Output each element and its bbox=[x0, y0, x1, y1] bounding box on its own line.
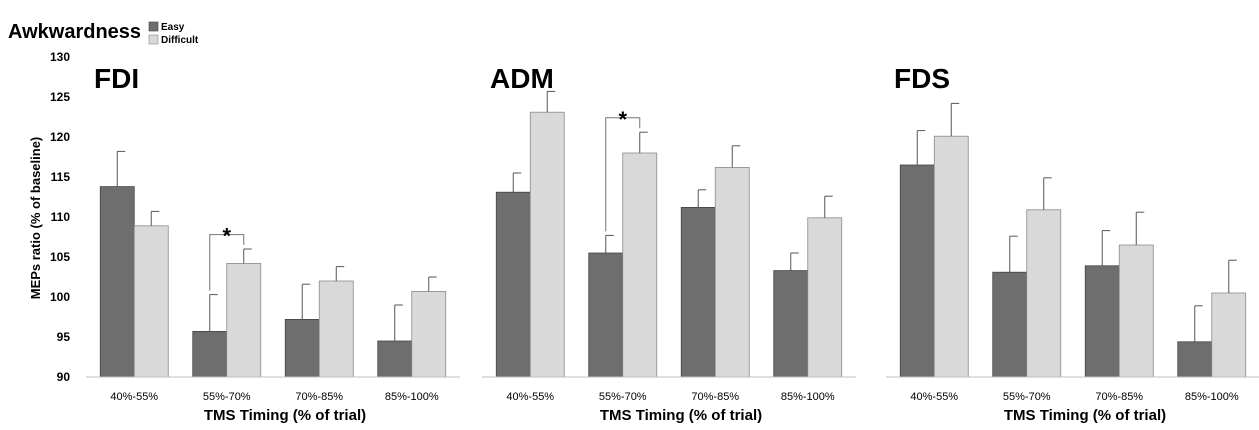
bar-fdi-easy-1 bbox=[99, 186, 135, 378]
bar-fdi-difficult-1 bbox=[133, 225, 169, 378]
bar-fds-easy-4 bbox=[1177, 341, 1213, 378]
x-tick-label: 85%-100% bbox=[385, 391, 439, 403]
bar-fds-difficult-1 bbox=[933, 135, 969, 378]
bar-adm-difficult-1 bbox=[529, 111, 565, 378]
panel-title-fdi: FDI bbox=[94, 63, 139, 94]
bar-fds-easy-3 bbox=[1084, 265, 1120, 378]
x-tick-label: 85%-100% bbox=[781, 391, 835, 403]
x-tick-label: 55%-70% bbox=[599, 391, 647, 403]
bar-adm-easy-3 bbox=[680, 206, 716, 378]
x-tick-label: 40%-55% bbox=[506, 391, 554, 403]
y-tick-label: 125 bbox=[50, 90, 70, 104]
y-tick-label: 115 bbox=[51, 170, 71, 184]
bar-fdi-easy-2 bbox=[192, 330, 228, 378]
bar-adm-difficult-3 bbox=[714, 166, 750, 378]
x-axis-label: TMS Timing (% of trial) bbox=[600, 407, 762, 424]
bar-fds-difficult-4 bbox=[1211, 292, 1247, 378]
legend-label-difficult: Difficult bbox=[161, 35, 199, 46]
x-tick-label: 40%-55% bbox=[910, 391, 958, 403]
bar-adm-difficult-4 bbox=[807, 217, 843, 378]
bar-fdi-difficult-4 bbox=[411, 290, 447, 378]
x-tick-label: 70%-85% bbox=[691, 391, 739, 403]
legend-swatch-difficult bbox=[148, 34, 159, 45]
significance-bracket bbox=[209, 234, 245, 291]
significance-star: * bbox=[618, 107, 627, 132]
y-tick-label: 95 bbox=[57, 330, 71, 344]
bar-adm-difficult-2 bbox=[622, 152, 658, 378]
x-tick-label: 70%-85% bbox=[1095, 391, 1143, 403]
y-tick-label: 120 bbox=[50, 130, 70, 144]
legend: Awkwardness Easy Difficult bbox=[8, 21, 199, 46]
bar-adm-easy-4 bbox=[773, 270, 809, 378]
x-axis-label: TMS Timing (% of trial) bbox=[1004, 407, 1166, 424]
bar-adm-easy-1 bbox=[495, 191, 531, 378]
bar-fdi-difficult-3 bbox=[318, 280, 354, 378]
bar-fdi-easy-3 bbox=[284, 318, 320, 378]
legend-label-easy: Easy bbox=[161, 22, 185, 33]
y-tick-label: 110 bbox=[51, 210, 71, 224]
bar-fds-difficult-3 bbox=[1118, 244, 1154, 378]
legend-title: Awkwardness bbox=[8, 21, 141, 43]
x-tick-label: 85%-100% bbox=[1185, 391, 1239, 403]
plot-area: 90 95 100 105 110 115 120 125 130 FDI 40%-55% 55%-7… bbox=[50, 50, 1259, 424]
bar-fdi-easy-4 bbox=[377, 340, 413, 378]
y-tick-label: 100 bbox=[50, 290, 70, 304]
y-axis-label: MEPs ratio (% of baseline) bbox=[28, 137, 43, 300]
bar-fds-difficult-2 bbox=[1026, 209, 1062, 378]
x-tick-label: 70%-85% bbox=[295, 391, 343, 403]
bar-fds-easy-2 bbox=[992, 271, 1028, 378]
y-tick-label: 90 bbox=[57, 370, 71, 384]
significance-bracket bbox=[605, 117, 641, 232]
x-tick-label: 55%-70% bbox=[1003, 391, 1051, 403]
panel-title-adm: ADM bbox=[490, 63, 554, 94]
bar-adm-easy-2 bbox=[588, 252, 624, 378]
legend-swatch-easy bbox=[148, 21, 159, 32]
x-tick-label: 55%-70% bbox=[203, 391, 251, 403]
significance-star: * bbox=[222, 224, 231, 249]
x-tick-label: 40%-55% bbox=[110, 391, 158, 403]
bar-fdi-difficult-2 bbox=[226, 262, 262, 378]
y-tick-label: 105 bbox=[50, 250, 70, 264]
y-tick-label: 130 bbox=[50, 50, 70, 64]
x-axis-label: TMS Timing (% of trial) bbox=[204, 407, 366, 424]
bar-fds-easy-1 bbox=[899, 164, 935, 378]
panel-title-fds: FDS bbox=[894, 63, 950, 94]
